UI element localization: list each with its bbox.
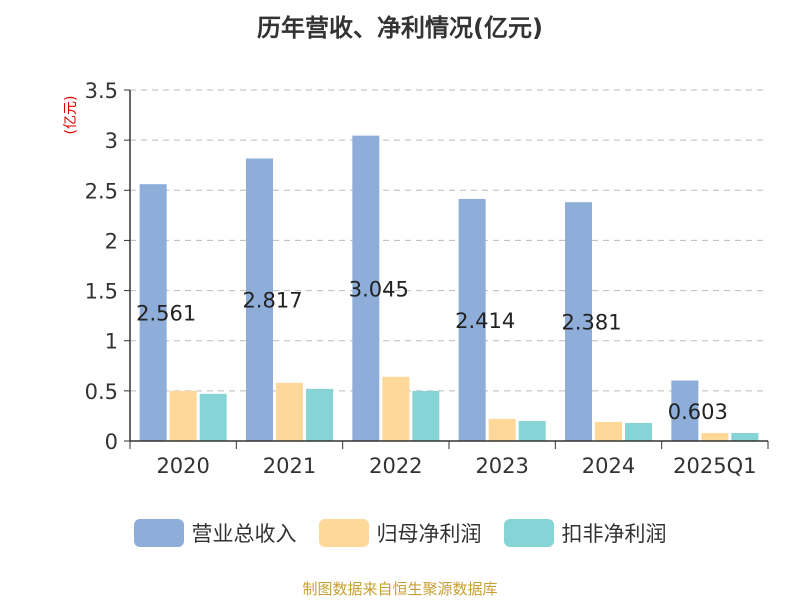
y-tick-label: 3.5 (85, 79, 118, 103)
bar[interactable] (352, 135, 380, 441)
x-tick-label: 2022 (369, 454, 422, 478)
chart-title: 历年营收、净利情况(亿元) (257, 14, 543, 42)
x-tick-label: 2020 (156, 454, 209, 478)
legend-item[interactable]: 营业总收入 (133, 518, 297, 548)
data-label: 3.045 (349, 277, 409, 301)
legend-swatch (133, 519, 184, 547)
y-tick-label: 2 (105, 229, 118, 253)
data-label: 2.381 (561, 311, 621, 335)
y-tick-label: 2.5 (85, 179, 118, 203)
chart-legend: 营业总收入 归母净利润 扣非净利润 (0, 518, 800, 548)
bar[interactable] (169, 390, 197, 441)
bar[interactable] (139, 184, 167, 442)
y-axis-label: (亿元) (63, 96, 79, 135)
y-tick-label: 3 (105, 129, 118, 153)
bar[interactable] (701, 432, 729, 441)
data-label: 0.603 (668, 400, 728, 424)
bar[interactable] (246, 158, 273, 441)
data-label: 2.817 (242, 289, 302, 313)
x-tick-label: 2025Q1 (673, 454, 756, 478)
bar[interactable] (382, 376, 410, 441)
bar[interactable] (458, 198, 486, 441)
y-tick-label: 1.5 (85, 280, 118, 304)
bar[interactable] (625, 422, 652, 441)
y-tick-label: 1 (105, 330, 118, 354)
x-tick-label: 2024 (582, 454, 635, 478)
legend-swatch (318, 519, 369, 547)
legend-item[interactable]: 扣非净利润 (503, 518, 667, 548)
data-label: 2.561 (136, 302, 196, 326)
bar[interactable] (565, 202, 592, 441)
legend-label: 营业总收入 (191, 522, 297, 546)
bar[interactable] (518, 420, 546, 441)
y-tick-label: 0 (105, 430, 118, 454)
source-note: 制图数据来自恒生聚源数据库 (302, 580, 498, 598)
x-tick-label: 2021 (263, 454, 316, 478)
legend-label: 归母净利润 (376, 522, 482, 546)
x-tick-label: 2023 (475, 454, 528, 478)
y-tick-label: 0.5 (85, 380, 118, 404)
bar[interactable] (488, 418, 516, 441)
data-label: 2.414 (455, 309, 515, 333)
bar[interactable] (306, 388, 333, 441)
legend-swatch (503, 519, 554, 547)
legend-label: 扣非净利润 (561, 522, 667, 546)
bar[interactable] (412, 390, 440, 441)
bar[interactable] (199, 393, 227, 441)
bar[interactable] (731, 432, 759, 441)
bar[interactable] (671, 380, 699, 441)
legend-item[interactable]: 归母净利润 (318, 518, 482, 548)
bar[interactable] (276, 382, 303, 441)
bar[interactable] (595, 421, 622, 441)
